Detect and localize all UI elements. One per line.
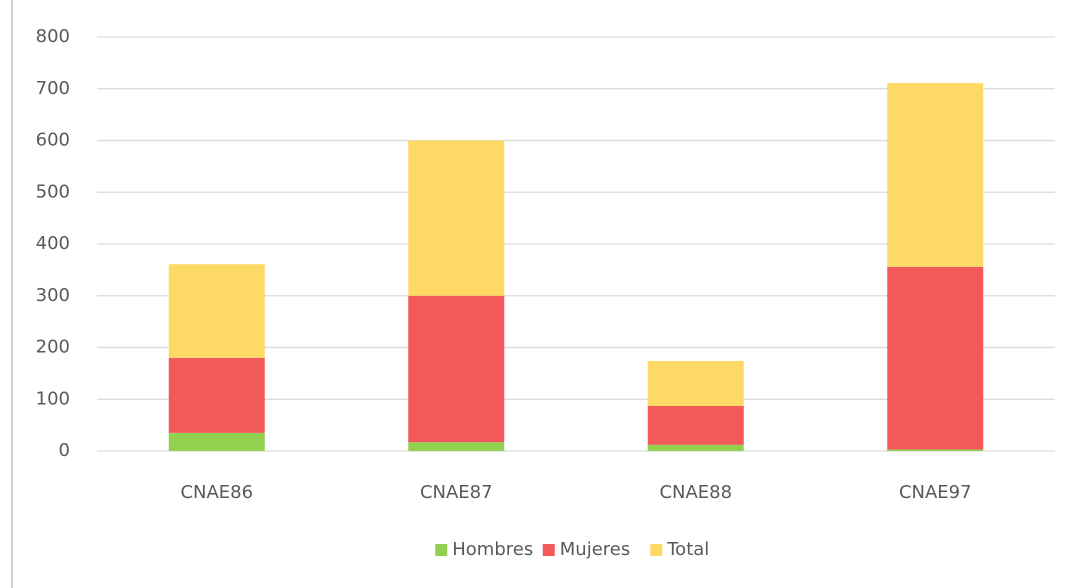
y-tick-label: 700 (36, 78, 70, 99)
bar-segment (647, 360, 744, 406)
y-tick-label: 0 (59, 440, 70, 461)
bar-segment (647, 444, 744, 451)
bar-segment (887, 449, 984, 451)
x-tick-label: CNAE87 (420, 482, 493, 503)
bar-segment (408, 442, 505, 451)
bar-segment (168, 357, 265, 433)
bar-segment (168, 432, 265, 451)
bar-segment (887, 83, 984, 267)
x-tick-label: CNAE88 (659, 482, 732, 503)
bar-segment (408, 295, 505, 443)
bar-segment (168, 264, 265, 358)
y-tick-label: 100 (36, 388, 70, 409)
legend-label: Hombres (452, 539, 533, 560)
x-tick-label: CNAE86 (180, 482, 253, 503)
legend-label: Total (666, 539, 709, 560)
legend-swatch (542, 544, 555, 556)
bar-segment (408, 140, 505, 296)
y-tick-label: 600 (36, 130, 70, 151)
y-tick-label: 200 (36, 337, 70, 358)
legend-swatch (435, 544, 448, 556)
bar-segment (887, 266, 984, 450)
y-tick-label: 500 (36, 181, 70, 202)
legend-swatch (650, 544, 663, 556)
y-tick-label: 300 (36, 285, 70, 306)
x-tick-label: CNAE97 (899, 482, 972, 503)
legend-label: Mujeres (560, 539, 630, 560)
y-tick-label: 400 (36, 233, 70, 254)
y-tick-label: 800 (36, 26, 70, 47)
bar-segment (647, 405, 744, 445)
